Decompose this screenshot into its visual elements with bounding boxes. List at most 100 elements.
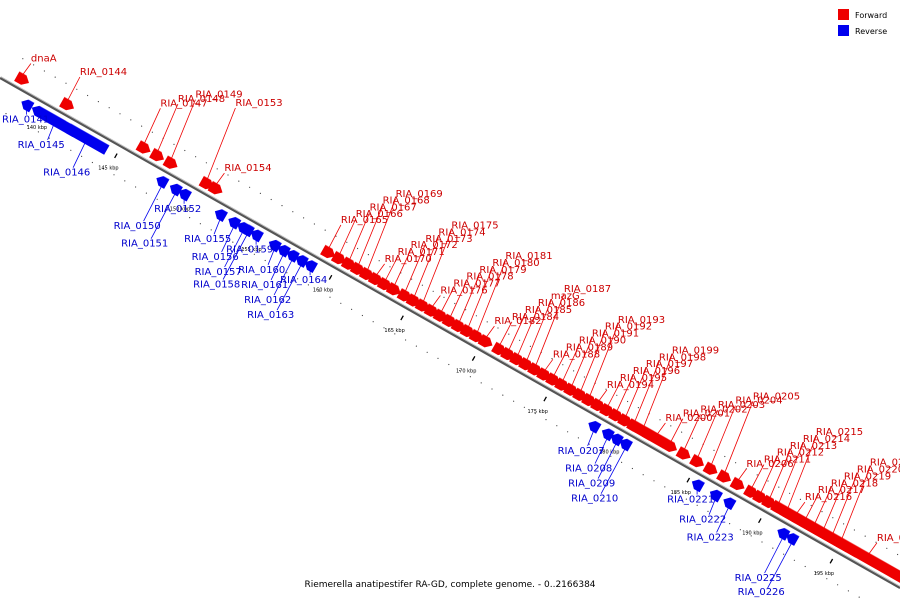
guide-dot — [346, 241, 348, 243]
gene-forward-shine — [595, 397, 603, 403]
gene-label-reverse: RIA_0164 — [280, 275, 327, 286]
gene-forward-body — [500, 346, 515, 361]
gene-forward-body — [509, 351, 524, 366]
gene-forward-shine — [372, 271, 381, 277]
guide-dot — [583, 376, 586, 378]
gene-reverse-shine — [23, 96, 35, 104]
guide-dot — [750, 535, 752, 537]
gene-forward — [491, 341, 506, 356]
label-leader-forward — [450, 281, 467, 317]
label-leader-forward — [486, 325, 495, 338]
gene-forward-body — [330, 250, 346, 265]
guide-dot — [567, 431, 569, 433]
guide-dot — [184, 149, 186, 152]
gene-reverse-shine — [253, 226, 265, 234]
label-leader-reverse — [587, 430, 594, 447]
gene-reverse-body — [277, 244, 292, 258]
guide-dot — [238, 180, 240, 182]
gene-label-forward: RIA_0196 — [633, 366, 680, 377]
guide-dot — [843, 523, 845, 525]
gene-label-reverse: RIA_0159 — [226, 245, 273, 256]
tick-label: 175 kbp — [528, 409, 548, 415]
label-leader-forward — [67, 76, 81, 101]
label-leader-forward — [423, 230, 452, 302]
guide-dot — [729, 523, 731, 525]
gene-forward — [340, 255, 356, 270]
guide-dot — [259, 192, 261, 194]
gene-label-reverse: RIA_0210 — [571, 494, 618, 505]
gene-forward-body — [491, 341, 506, 356]
guide-dot — [761, 541, 763, 543]
label-leader-forward — [358, 205, 383, 265]
guide-dot — [621, 461, 623, 463]
guide-dot — [405, 339, 407, 341]
gene-reverse-shine — [280, 241, 292, 249]
gene-reverse — [601, 425, 616, 442]
gene-forward-shine — [437, 307, 446, 313]
gene-label-forward: RIA_0170 — [385, 254, 432, 265]
gene-forward-body — [14, 71, 29, 85]
gene-forward-body — [572, 387, 587, 401]
label-leader-forward — [157, 103, 179, 152]
gene-forward — [423, 302, 439, 317]
guide-dot — [864, 535, 866, 537]
label-leader-forward — [868, 542, 878, 555]
gene-reverse-shine — [298, 251, 310, 259]
gene-reverse-shine — [239, 218, 251, 226]
gene-forward-body — [207, 180, 223, 195]
gene-label-reverse: RIA_0152 — [154, 204, 201, 215]
guide-dot — [480, 382, 482, 384]
label-leader-reverse — [594, 438, 608, 464]
guide-dot — [297, 278, 299, 280]
gene-forward — [135, 139, 151, 154]
gene-forward-body — [367, 271, 383, 286]
guide-dot — [151, 131, 153, 133]
label-leader-reverse — [600, 448, 626, 494]
label-leader-forward — [738, 468, 747, 481]
guide-dot — [329, 296, 331, 298]
gene-forward-shine — [154, 147, 162, 153]
gene-label-reverse: RIA_0223 — [687, 532, 734, 543]
label-leader-reverse — [267, 249, 275, 265]
gene-reverse-body — [304, 260, 319, 273]
guide-dot — [513, 400, 515, 402]
guide-dot — [421, 284, 423, 286]
gene-label-forward: RIA_0189 — [566, 342, 613, 353]
gene-reverse-body — [268, 239, 283, 253]
guide-dot — [205, 162, 207, 164]
gene-label-forward: RIA_0172 — [411, 240, 458, 251]
gene-label-forward: RIA_0187 — [564, 284, 611, 295]
gene-reverse-shine — [788, 529, 800, 537]
guide-dot — [459, 370, 461, 372]
label-leader-forward — [468, 267, 493, 328]
gene-label-forward: RIA_0213 — [790, 441, 837, 452]
gene-forward-shine — [667, 438, 675, 443]
guide-dot — [357, 247, 359, 250]
label-leader-forward — [144, 108, 161, 144]
gene-forward-body — [349, 261, 365, 275]
gene-forward — [761, 494, 776, 509]
guide-dot — [685, 498, 688, 500]
label-leader-forward — [598, 389, 608, 402]
gene-forward-body — [59, 96, 74, 111]
gene-reverse-shine — [271, 236, 283, 244]
gene-reverse-body — [63, 123, 110, 155]
guide-dot — [448, 363, 450, 366]
gene-reverse-body — [777, 527, 791, 541]
gene-forward-shine — [505, 346, 513, 352]
gene-label-reverse: RIA_0151 — [121, 239, 168, 250]
gene-reverse-shine — [158, 172, 170, 180]
gene-forward-shine — [766, 494, 774, 499]
gene-reverse-shine — [725, 494, 737, 502]
gene-label-forward: RIA_0194 — [607, 380, 654, 391]
gene-label-forward: RIA_0216 — [805, 492, 852, 503]
gene-forward-body — [729, 476, 745, 491]
guide-dot — [286, 272, 288, 274]
gene-label-forward: RIA_0171 — [398, 247, 445, 258]
gene-label-forward: RIA_0218 — [831, 478, 878, 489]
guide-dot — [469, 376, 471, 378]
label-leader-forward — [508, 314, 526, 351]
guide-dot — [772, 547, 774, 549]
guide-dot — [37, 131, 40, 133]
tick-label: 155 kbp — [241, 247, 261, 253]
